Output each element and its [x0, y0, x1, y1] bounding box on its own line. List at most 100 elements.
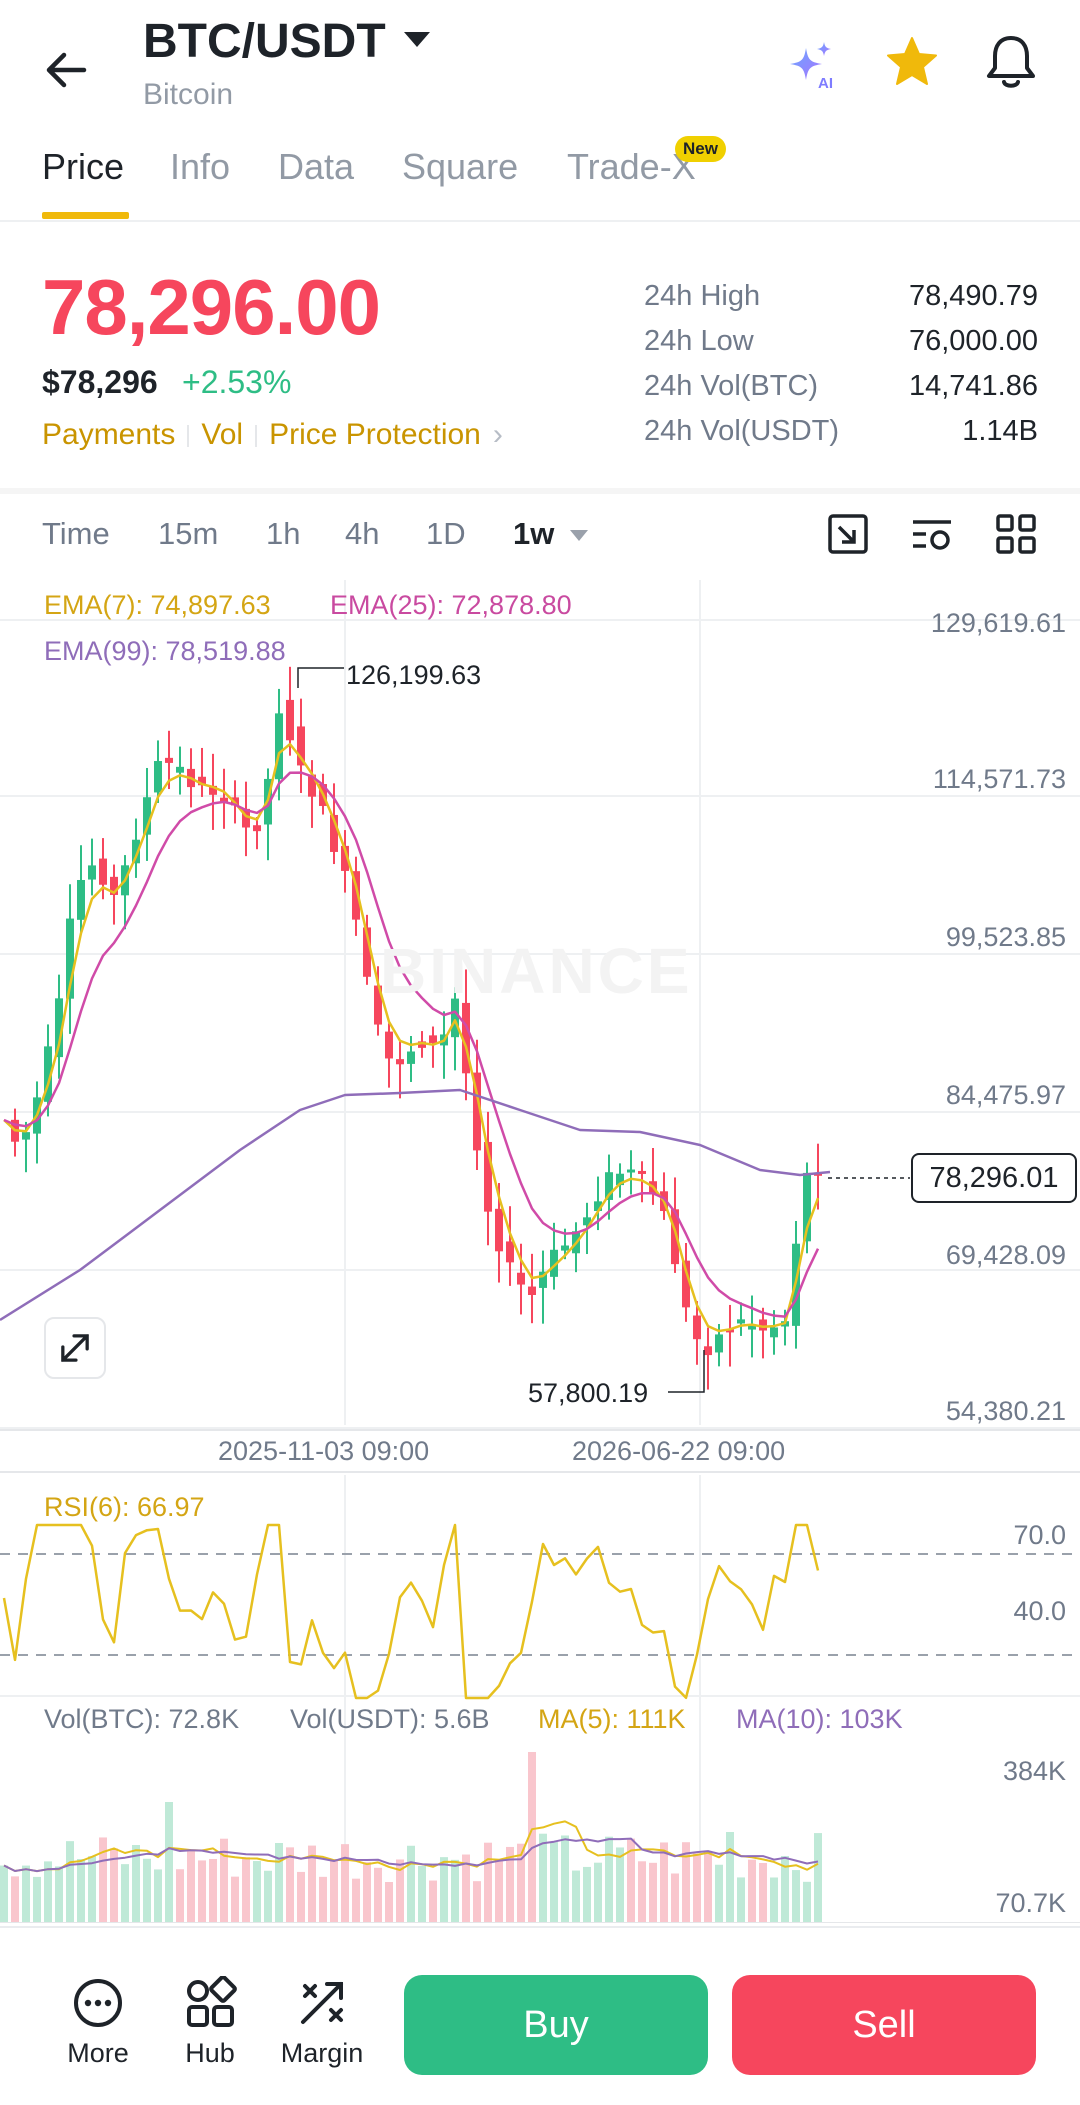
interval-1d[interactable]: 1D: [426, 516, 466, 551]
hub-nav-item[interactable]: Hub: [160, 1976, 260, 2069]
candle-up: [407, 1051, 415, 1064]
volume-bar: [528, 1752, 536, 1922]
candle-down: [671, 1209, 679, 1265]
volume-bar: [308, 1845, 316, 1922]
candle-up: [627, 1169, 635, 1173]
margin-nav-item[interactable]: Margin: [272, 1976, 372, 2069]
price-protection-link[interactable]: Price Protection: [269, 418, 481, 451]
low-marker-line: [668, 1350, 705, 1393]
volume-bar: [517, 1843, 525, 1922]
back-arrow-icon[interactable]: [40, 40, 100, 100]
expand-chart-button[interactable]: [44, 1317, 106, 1379]
volume-bar: [671, 1873, 679, 1922]
more-label: More: [67, 2038, 129, 2068]
bell-icon[interactable]: [982, 32, 1040, 92]
payments-link[interactable]: Payments: [42, 418, 176, 451]
volume-bar: [352, 1878, 360, 1922]
volume-bar: [770, 1877, 778, 1922]
volume-bar: [627, 1838, 635, 1922]
volume-bar: [660, 1842, 668, 1922]
interval-4h[interactable]: 4h: [345, 516, 380, 551]
more-nav-item[interactable]: More: [48, 1976, 148, 2069]
tabs-divider: [0, 220, 1080, 222]
volume-bar: [88, 1856, 96, 1922]
volume-bar: [341, 1844, 349, 1922]
volume-bar: [605, 1836, 613, 1922]
vol-ma5-line: [3, 1820, 819, 1873]
pair-dropdown-caret-icon[interactable]: [404, 32, 430, 47]
candle-up: [451, 998, 459, 1038]
stat-label-24h-vol-usdt: 24h Vol(USDT): [644, 415, 840, 447]
candle-down: [341, 845, 349, 871]
volume-bar: [374, 1867, 382, 1922]
y-axis-label: 99,523.85: [945, 922, 1066, 952]
tab-data[interactable]: Data: [278, 146, 355, 187]
candle-down: [462, 1002, 470, 1074]
indicator-settings-icon[interactable]: [910, 512, 954, 556]
layout-grid-icon[interactable]: [994, 512, 1038, 556]
favorite-star-icon[interactable]: [884, 34, 940, 90]
vol-ma10-label: MA(10): 103K: [736, 1704, 903, 1734]
volume-bar: [143, 1858, 151, 1922]
tab-square[interactable]: Square: [402, 146, 519, 187]
stat-label-24h-high: 24h High: [644, 280, 761, 312]
stat-value-24h-high: 78,490.79: [908, 280, 1038, 312]
stat-label-24h-vol-btc: 24h Vol(BTC): [644, 370, 819, 402]
candle-down: [759, 1319, 767, 1331]
volume-bar: [550, 1842, 558, 1922]
volume-bar: [154, 1869, 162, 1922]
interval-time[interactable]: Time: [42, 516, 110, 551]
candle-down: [330, 814, 338, 852]
candle-up: [561, 1245, 569, 1251]
y-axis-label: 84,475.97: [945, 1080, 1066, 1110]
buy-button[interactable]: Buy: [404, 1975, 708, 2075]
candle-down: [693, 1315, 701, 1340]
candle-down: [506, 1241, 514, 1263]
chevron-right-icon[interactable]: ›: [492, 418, 503, 451]
volume-bar: [187, 1851, 195, 1922]
volume-bar: [286, 1847, 294, 1922]
interval-1w[interactable]: 1w: [513, 516, 555, 551]
rsi-level-label: 40.0: [1013, 1596, 1066, 1626]
sell-button[interactable]: Sell: [732, 1975, 1036, 2075]
interval-15m[interactable]: 15m: [158, 516, 219, 551]
volume-bar: [616, 1847, 624, 1922]
candlestick-chart[interactable]: [0, 578, 1080, 1923]
ema99-label: EMA(99): 78,519.88: [44, 636, 286, 666]
interval-dropdown-caret-icon[interactable]: [570, 530, 588, 541]
current-price-tag: 78,296.01: [911, 1153, 1077, 1203]
candle-up: [44, 1046, 52, 1102]
svg-text:AI: AI: [818, 75, 833, 92]
ai-sparkle-icon[interactable]: AI: [784, 38, 840, 94]
candle-down: [363, 927, 371, 977]
volume-bar: [132, 1845, 140, 1922]
ema7-line: [3, 742, 820, 1333]
y-axis-label: 54,380.21: [945, 1396, 1066, 1426]
volume-bar: [440, 1857, 448, 1922]
tab-info[interactable]: Info: [170, 146, 231, 187]
volume-bar: [473, 1881, 481, 1922]
volume-bar: [319, 1876, 327, 1922]
candle-down: [165, 757, 173, 763]
volume-bar: [704, 1852, 712, 1922]
candle-down: [385, 1031, 393, 1059]
last-price: 78,296.00: [42, 263, 381, 351]
link-separator: [255, 425, 258, 448]
candle-down: [308, 774, 316, 797]
pair-title[interactable]: BTC/USDT: [143, 15, 386, 68]
vol-link[interactable]: Vol: [201, 418, 244, 451]
volume-bar: [462, 1854, 470, 1922]
tab-price[interactable]: Price: [42, 146, 125, 187]
chart-fullscreen-tool-icon[interactable]: [826, 512, 870, 556]
volume-bar: [363, 1862, 371, 1922]
volume-bar: [209, 1858, 217, 1922]
interval-1h[interactable]: 1h: [266, 516, 301, 551]
rsi-label: RSI(6): 66.97: [44, 1492, 205, 1522]
candle-up: [22, 1132, 30, 1140]
stat-value-24h-low: 76,000.00: [908, 325, 1038, 357]
ema99-line: [0, 1088, 831, 1322]
x-axis-date-label: 2025-11-03 09:00: [218, 1436, 430, 1466]
tab-trade-x[interactable]: Trade-X: [567, 146, 696, 187]
volume-bar: [583, 1866, 591, 1922]
candle-down: [517, 1272, 525, 1285]
